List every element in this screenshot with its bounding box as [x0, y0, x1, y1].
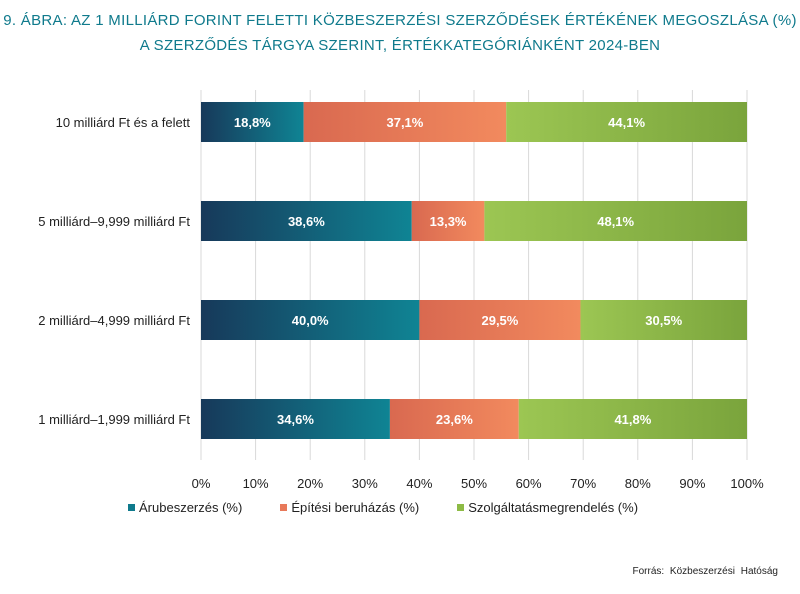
bar-segment-szolgaltatasmegrendeles: [518, 399, 747, 439]
bar-segment-epitesi-beruhazas: [389, 399, 519, 439]
legend-item-epitesi-beruhazas: Építési beruházás (%): [280, 500, 419, 515]
x-tick-label: 0%: [192, 476, 211, 491]
data-label: 44,1%: [608, 115, 645, 130]
bar-segment-arubeszerzes: [201, 300, 420, 340]
bar-segment-epitesi-beruhazas: [419, 300, 581, 340]
bar-segment-arubeszerzes: [201, 201, 412, 241]
source-note: Forrás: Közbeszerzési Hatóság: [632, 566, 778, 577]
data-label: 34,6%: [277, 412, 314, 427]
x-tick-label: 70%: [570, 476, 596, 491]
x-tick-label: 60%: [516, 476, 542, 491]
x-tick-label: 30%: [352, 476, 378, 491]
legend-swatch-epitesi-beruhazas: [280, 504, 288, 511]
x-tick-label: 100%: [730, 476, 764, 491]
data-label: 37,1%: [386, 115, 423, 130]
x-tick-label: 80%: [625, 476, 651, 491]
legend-label-szolgaltatas: Szolgáltatásmegrendelés (%): [468, 500, 639, 515]
x-tick-label: 50%: [461, 476, 487, 491]
data-label: 40,0%: [292, 313, 329, 328]
x-tick-label: 40%: [406, 476, 432, 491]
legend-label-epitesi-beruhazas: Építési beruházás (%): [291, 500, 420, 515]
legend-item-arubeszerzes: Árubeszerzés (%): [128, 500, 242, 515]
category-label: 1 milliárd–1,999 milliárd Ft: [38, 412, 190, 427]
data-label: 23,6%: [436, 412, 473, 427]
x-tick-label: 20%: [297, 476, 323, 491]
bar-segment-szolgaltatasmegrendeles: [506, 102, 747, 142]
bar-segment-szolgaltatasmegrendeles: [484, 201, 747, 241]
data-label: 41,8%: [614, 412, 651, 427]
category-label: 2 milliárd–4,999 milliárd Ft: [38, 313, 190, 328]
category-label: 5 milliárd–9,999 milliárd Ft: [38, 214, 190, 229]
data-label: 29,5%: [481, 313, 518, 328]
legend-swatch-arubeszerzes: [128, 504, 135, 511]
bar-segment-arubeszerzes: [201, 102, 304, 142]
chart-title: 9. ÁBRA: AZ 1 MILLIÁRD FORINT FELETTI KÖ…: [3, 12, 797, 29]
chart-subtitle: A SZERZŐDÉS TÁRGYA SZERINT, ÉRTÉKKATEGÓR…: [139, 37, 661, 54]
data-label: 48,1%: [597, 214, 634, 229]
bar-segment-arubeszerzes: [201, 399, 390, 439]
bar-segment-epitesi-beruhazas: [411, 201, 485, 241]
legend-item-szolgaltatas: Szolgáltatásmegrendelés (%): [457, 500, 638, 515]
category-label: 10 milliárd Ft és a felett: [56, 115, 191, 130]
data-label: 18,8%: [234, 115, 271, 130]
x-tick-label: 90%: [679, 476, 705, 491]
bar-segment-szolgaltatasmegrendeles: [580, 300, 747, 340]
legend-swatch-szolgaltatas: [457, 504, 465, 511]
data-label: 38,6%: [288, 214, 325, 229]
data-label: 30,5%: [645, 313, 682, 328]
bar-segment-epitesi-beruhazas: [303, 102, 507, 142]
data-label: 13,3%: [430, 214, 467, 229]
legend: Árubeszerzés (%) Építési beruházás (%) S…: [128, 500, 638, 515]
x-tick-label: 10%: [243, 476, 269, 491]
legend-label-arubeszerzes: Árubeszerzés (%): [139, 500, 243, 515]
